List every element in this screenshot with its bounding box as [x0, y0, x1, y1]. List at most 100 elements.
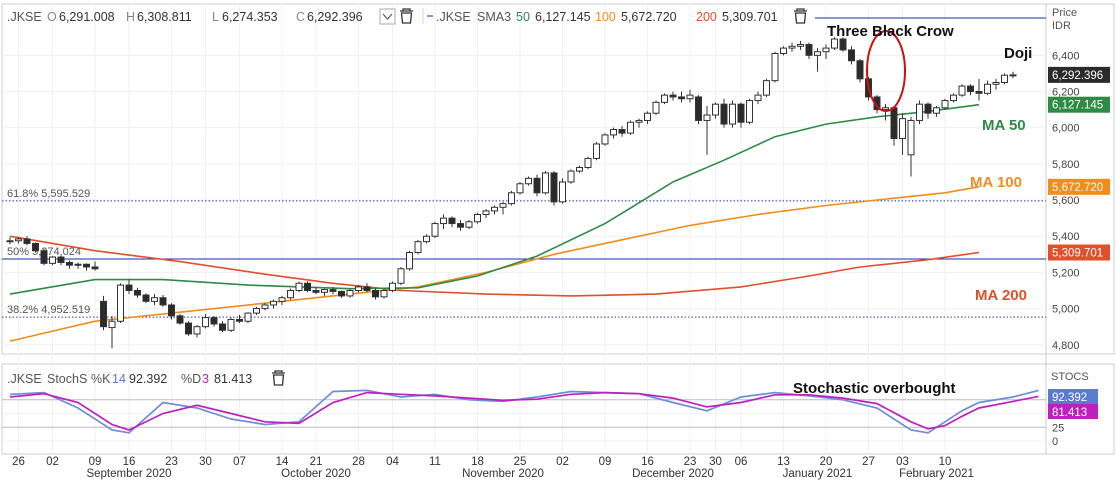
candle-body — [83, 263, 90, 268]
close-price-tag: 6,292.396 — [1048, 66, 1110, 83]
candle-body — [491, 206, 498, 212]
x-tick-label: 30 — [709, 456, 722, 468]
candle-body — [6, 240, 14, 243]
stoch-k-tag: 92.392 — [1048, 389, 1098, 404]
x-tick-label: 16 — [641, 456, 654, 468]
close-label: C — [296, 10, 305, 24]
stoch-delete-button[interactable] — [272, 370, 285, 386]
candle — [899, 113, 906, 155]
trash-icon[interactable] — [272, 370, 285, 386]
high-value: 6,308.811 — [137, 10, 192, 24]
candle — [822, 44, 830, 59]
price-tick-label: 5,600 — [1052, 195, 1080, 207]
candle-body — [236, 318, 243, 322]
candle-body — [644, 112, 651, 121]
candle — [984, 80, 991, 96]
candle-body — [822, 47, 830, 53]
trash-icon[interactable] — [400, 8, 413, 24]
chevron-down-icon[interactable] — [382, 13, 393, 20]
header-bg — [4, 6, 14, 18]
ma200-price-tag: 5,309.701 — [1048, 244, 1110, 261]
candle-body — [542, 172, 549, 194]
candle-body — [23, 238, 31, 244]
sma50-period: 50 — [516, 10, 530, 24]
candle — [389, 281, 396, 293]
candle — [669, 91, 677, 101]
candle — [338, 290, 345, 298]
candle — [380, 288, 388, 299]
candle — [287, 288, 294, 300]
candle — [414, 239, 422, 255]
candle-body — [397, 268, 405, 284]
candle-body — [984, 83, 991, 94]
candle — [6, 237, 14, 245]
x-month-label: February 2021 — [899, 468, 974, 480]
candle-body — [49, 256, 56, 264]
candle — [312, 286, 320, 295]
candle-body — [159, 297, 167, 306]
candle-body — [712, 103, 719, 116]
candle — [950, 93, 957, 103]
candle — [788, 42, 796, 52]
candle — [686, 89, 694, 103]
candle — [278, 295, 286, 305]
close-value: 6,292.396 — [307, 10, 363, 24]
main-pane-frame — [1, 3, 1115, 355]
fib-label: 38.2% 4,952.519 — [7, 304, 90, 316]
candle — [933, 105, 940, 117]
candle — [610, 127, 617, 139]
candle — [355, 285, 362, 293]
candle-body — [678, 96, 685, 100]
candle-body — [57, 256, 65, 263]
stoch-name: StochS — [47, 372, 87, 386]
trash-icon[interactable] — [794, 8, 807, 24]
x-month-label: October 2020 — [281, 468, 351, 480]
candle-body — [627, 121, 634, 134]
candle-body — [780, 47, 787, 55]
stoch-header: .JKSE StochS %K 14 92.392 %D 3 81.413 — [7, 372, 252, 386]
ma200-annotation: MA 200 — [975, 287, 1027, 304]
x-tick-label: 10 — [939, 456, 952, 468]
candle-body — [899, 118, 906, 140]
candle-body — [941, 100, 949, 109]
candle-body — [652, 101, 660, 114]
ma50-annotation: MA 50 — [982, 117, 1026, 134]
candle — [482, 209, 490, 219]
candle — [304, 281, 311, 293]
candle — [941, 98, 949, 110]
stoch-d-period: 3 — [202, 372, 209, 386]
candle — [797, 40, 804, 50]
candle-body — [363, 286, 371, 291]
candle — [992, 78, 1000, 90]
low-value: 6,274.353 — [222, 10, 278, 24]
candle — [91, 261, 99, 271]
header-dropdown-button[interactable] — [379, 8, 396, 25]
candle — [142, 293, 150, 304]
candle-body — [431, 223, 439, 237]
candle-body — [958, 85, 966, 96]
x-tick-label: 28 — [352, 456, 365, 468]
candle-body — [754, 94, 762, 102]
ma200-price-tag-text: 5,309.701 — [1052, 248, 1103, 260]
candle-body — [950, 94, 957, 102]
candle — [108, 315, 116, 349]
candle-body — [168, 304, 175, 317]
sma-delete-button[interactable] — [794, 8, 807, 24]
candle-body — [746, 100, 753, 123]
x-tick-label: 20 — [820, 456, 833, 468]
candle — [754, 91, 762, 105]
sma100-period: 100 — [595, 10, 616, 24]
candle-body — [474, 214, 481, 223]
dropdown-box[interactable] — [379, 8, 396, 25]
price-tick-label: 6,200 — [1052, 87, 1080, 99]
sma-symbol: .JKSE — [436, 10, 471, 24]
candle — [856, 58, 864, 83]
price-tick-label: 6,000 — [1052, 123, 1080, 135]
candle — [678, 91, 685, 103]
candle — [491, 205, 498, 215]
candle-body — [967, 85, 974, 93]
candle — [49, 256, 56, 266]
stoch-k-line — [9, 389, 1039, 434]
main-delete-button[interactable] — [400, 8, 413, 24]
